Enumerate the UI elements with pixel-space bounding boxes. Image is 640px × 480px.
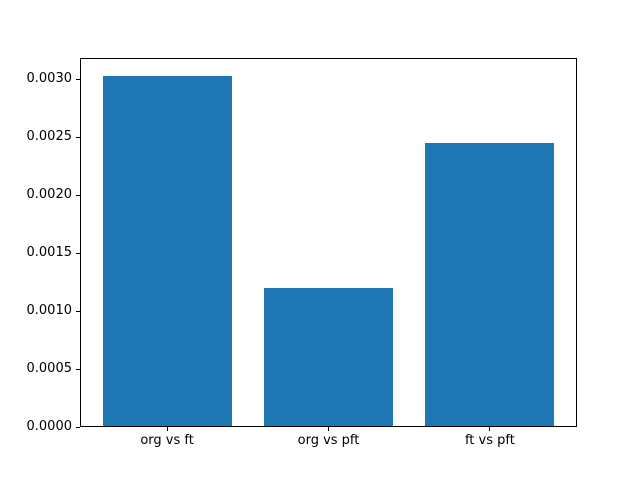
y-tick-label: 0.0010 xyxy=(26,303,73,318)
x-tick-label-org-vs-ft: org vs ft xyxy=(140,433,194,448)
bar-ft-vs-pft xyxy=(425,142,555,427)
x-tick-label-org-vs-pft: org vs pft xyxy=(297,433,360,448)
y-tick-mark xyxy=(76,194,80,196)
plot-area xyxy=(80,58,577,427)
y-tick-label: 0.0005 xyxy=(26,361,73,376)
y-tick-label: 0.0025 xyxy=(26,129,73,145)
y-tick-label: 0.0030 xyxy=(26,71,73,87)
y-tick-mark xyxy=(76,310,80,312)
x-tick-label-ft-vs-pft: ft vs pft xyxy=(464,433,515,448)
y-tick-mark xyxy=(76,426,80,428)
x-tick-mark xyxy=(166,427,168,431)
x-tick-mark xyxy=(489,427,491,431)
y-tick-mark xyxy=(76,252,80,254)
y-tick-label: 0.0000 xyxy=(26,419,73,434)
y-tick-label: 0.0015 xyxy=(26,245,73,261)
y-tick-mark xyxy=(76,78,80,80)
bar-org-vs-pft xyxy=(264,287,394,427)
bar-org-vs-ft xyxy=(102,75,232,427)
y-tick-mark xyxy=(76,368,80,370)
y-tick-mark xyxy=(76,136,80,138)
y-tick-label: 0.0020 xyxy=(26,187,73,203)
x-tick-mark xyxy=(328,427,329,431)
